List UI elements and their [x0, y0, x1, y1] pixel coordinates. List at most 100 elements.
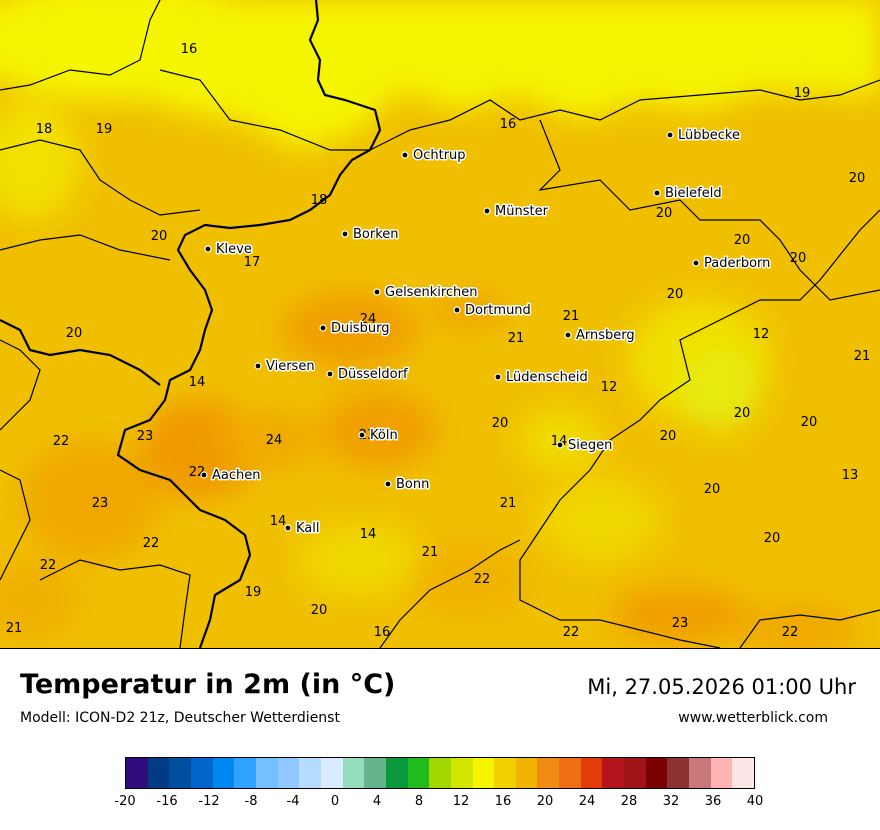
city-label: Bielefeld	[665, 186, 722, 201]
temperature-value: 19	[245, 585, 262, 600]
city-label: Bonn	[396, 477, 429, 492]
temperature-value: 20	[66, 326, 83, 341]
legend-tick-label: 32	[662, 794, 680, 809]
national-border	[0, 0, 382, 648]
temperature-value: 20	[801, 415, 818, 430]
legend-tick-label: 28	[620, 794, 638, 809]
legend-tick-label: 4	[372, 794, 382, 809]
temperature-map: 16 19 18 19 16 20 18 20 17 20 20 20 24 21 20 21 21 12 20 14…	[0, 0, 880, 649]
city-dot	[556, 441, 564, 449]
color-scale-legend	[125, 757, 755, 789]
city-label: Borken	[353, 227, 399, 242]
temperature-value: 24	[266, 433, 283, 448]
legend-swatch	[710, 758, 733, 788]
temperature-value: 19	[96, 122, 113, 137]
legend-swatch	[580, 758, 603, 788]
city-label: Münster	[495, 204, 549, 219]
legend-swatch	[212, 758, 235, 788]
temperature-value: 18	[36, 122, 53, 137]
city-label: Gelsenkirchen	[385, 285, 478, 300]
legend-swatch	[169, 758, 191, 788]
temperature-value: 14	[360, 527, 377, 542]
city-dot	[564, 331, 572, 339]
legend-tick-label: 36	[704, 794, 722, 809]
city-dot	[341, 230, 349, 238]
city-dot	[200, 471, 208, 479]
temperature-value: 20	[734, 406, 751, 421]
valid-time: Mi, 27.05.2026 01:00 Uhr	[587, 675, 856, 699]
temperature-value: 18	[311, 193, 328, 208]
legend-tick-label: 24	[578, 794, 596, 809]
temperature-value: 21	[6, 621, 23, 636]
temperature-values: 16 19 18 19 16 20 18 20 17 20 20 20 24 21 20 21 21 12 20 14…	[6, 42, 871, 640]
legend-swatch	[537, 758, 560, 788]
website-link[interactable]: www.wetterblick.com	[678, 710, 828, 726]
temperature-value: 20	[790, 251, 807, 266]
temperature-value: 16	[181, 42, 198, 57]
temperature-value: 20	[311, 603, 328, 618]
temperature-value: 20	[667, 287, 684, 302]
legend-swatch	[450, 758, 473, 788]
legend-swatch	[342, 758, 365, 788]
temperature-value: 23	[137, 429, 154, 444]
state-borders	[0, 0, 880, 648]
legend-tick-label: -12	[198, 794, 220, 809]
legend-swatch	[515, 758, 538, 788]
legend-swatch	[255, 758, 278, 788]
legend-swatch	[429, 758, 451, 788]
legend-tick-label: -16	[156, 794, 178, 809]
temperature-value: 21	[422, 545, 439, 560]
temperature-value: 20	[764, 531, 781, 546]
legend-tick-label: -20	[114, 794, 136, 809]
legend-swatch	[472, 758, 495, 788]
temperature-value: 20	[151, 229, 168, 244]
temperature-value: 13	[842, 468, 859, 483]
city-dot	[692, 259, 700, 267]
temperature-value: 21	[563, 309, 580, 324]
legend-tick-label: -8	[244, 794, 258, 809]
city-label: Viersen	[266, 359, 315, 374]
city-markers: Lübbecke Ochtrup Bielefeld Münster Borken Kle…	[200, 127, 772, 538]
temperature-value: 14	[189, 375, 206, 390]
temperature-value: 23	[672, 616, 689, 631]
temperature-value: 22	[143, 536, 160, 551]
temperature-value: 16	[374, 625, 391, 640]
city-dot	[666, 131, 674, 139]
map-footer: Temperatur in 2m (in °C) Modell: ICON-D2…	[0, 649, 880, 830]
city-label: Düsseldorf	[338, 367, 408, 382]
city-label: Siegen	[568, 438, 612, 453]
city-dot	[373, 288, 381, 296]
model-source: Modell: ICON-D2 21z, Deutscher Wetterdie…	[20, 710, 340, 726]
map-title: Temperatur in 2m (in °C)	[20, 669, 396, 700]
city-dot	[358, 431, 366, 439]
legend-tick-label: 12	[452, 794, 470, 809]
temperature-value: 21	[854, 349, 871, 364]
temperature-value: 20	[734, 233, 751, 248]
temperature-value: 21	[500, 496, 517, 511]
legend-swatch	[234, 758, 256, 788]
temperature-value: 21	[508, 331, 525, 346]
legend-swatch	[147, 758, 170, 788]
legend-tick-label: -4	[286, 794, 300, 809]
legend-swatch	[299, 758, 321, 788]
city-label: Aachen	[212, 468, 260, 483]
city-dot	[401, 151, 409, 159]
city-label: Köln	[370, 428, 398, 443]
legend-swatch	[190, 758, 213, 788]
city-label: Arnsberg	[576, 328, 635, 343]
legend-swatch	[645, 758, 668, 788]
temperature-value: 20	[660, 429, 677, 444]
temperature-value: 14	[270, 514, 287, 529]
city-dot	[453, 306, 461, 314]
temperature-value: 22	[782, 625, 799, 640]
legend-swatch	[689, 758, 711, 788]
legend-swatch	[385, 758, 408, 788]
city-dot	[284, 524, 292, 532]
legend-swatch	[602, 758, 625, 788]
city-label: Paderborn	[704, 256, 770, 271]
legend-ticks: -20 -16 -12 -8 -4 0 4 8 12 16 20 24 28 32 36 40	[114, 794, 763, 814]
temperature-field	[0, 0, 880, 648]
temperature-value: 20	[849, 171, 866, 186]
legend-swatch	[667, 758, 690, 788]
city-dot	[653, 189, 661, 197]
